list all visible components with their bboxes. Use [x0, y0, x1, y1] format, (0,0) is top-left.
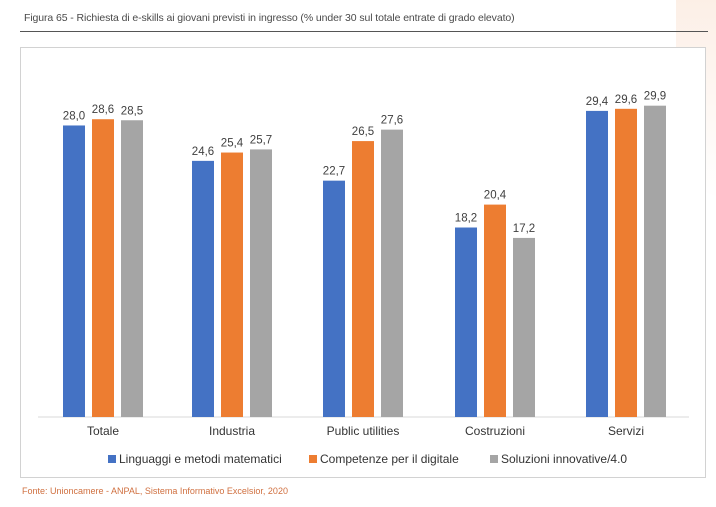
data-label: 28,6: [92, 104, 114, 116]
bar-servizi-3: [644, 105, 666, 417]
bar-costruzioni-3: [513, 237, 535, 417]
category-label: Costruzioni: [465, 424, 525, 438]
chart-container: 28,0 28,6 28,5 Totale 24,6 25,4 25,7 Industria 2…: [20, 47, 706, 478]
bar-industria-1: [192, 160, 214, 417]
data-label: 17,2: [513, 223, 535, 235]
data-label: 24,6: [192, 146, 214, 158]
bar-totale-2: [92, 119, 114, 418]
bar-public-utilities-1: [323, 180, 345, 417]
bar-costruzioni-1: [455, 227, 477, 417]
bar-servizi-2: [615, 108, 637, 417]
data-label: 27,6: [381, 115, 403, 127]
data-label: 29,9: [644, 91, 666, 103]
data-label: 29,6: [615, 94, 637, 106]
data-label: 20,4: [484, 190, 507, 202]
bar-industria-3: [250, 149, 272, 417]
title-divider: [20, 31, 708, 32]
category-label: Industria: [209, 424, 255, 438]
bar-public-utilities-3: [381, 129, 403, 417]
legend-label: Competenze per il digitale: [320, 452, 459, 466]
bar-servizi-1: [586, 110, 608, 418]
legend-label: Linguaggi e metodi matematici: [119, 452, 282, 466]
category-label: Totale: [87, 424, 119, 438]
data-label: 22,7: [323, 166, 345, 178]
bar-chart: 28,0 28,6 28,5 Totale 24,6 25,4 25,7 Industria 2…: [38, 91, 689, 466]
data-label: 25,7: [250, 134, 272, 146]
bar-costruzioni-2: [484, 204, 506, 417]
figure-title: Figura 65 - Richiesta di e-skills ai gio…: [24, 12, 515, 24]
legend-label: Soluzioni innovative/4.0: [501, 452, 627, 466]
legend-swatch: [490, 455, 498, 463]
data-label: 29,4: [586, 96, 609, 108]
legend-swatch: [309, 455, 317, 463]
data-label: 25,4: [221, 138, 244, 150]
source-note: Fonte: Unioncamere - ANPAL, Sistema Info…: [22, 486, 288, 496]
bar-totale-3: [121, 120, 143, 417]
bar-industria-2: [221, 152, 243, 417]
category-label: Public utilities: [327, 424, 400, 438]
category-label: Servizi: [608, 424, 644, 438]
data-label: 28,0: [63, 110, 85, 122]
legend-swatch: [108, 455, 116, 463]
data-label: 26,5: [352, 126, 374, 138]
bar-totale-1: [63, 125, 85, 418]
bar-public-utilities-2: [352, 141, 374, 417]
data-label: 18,2: [455, 213, 477, 225]
data-label: 28,5: [121, 105, 143, 117]
